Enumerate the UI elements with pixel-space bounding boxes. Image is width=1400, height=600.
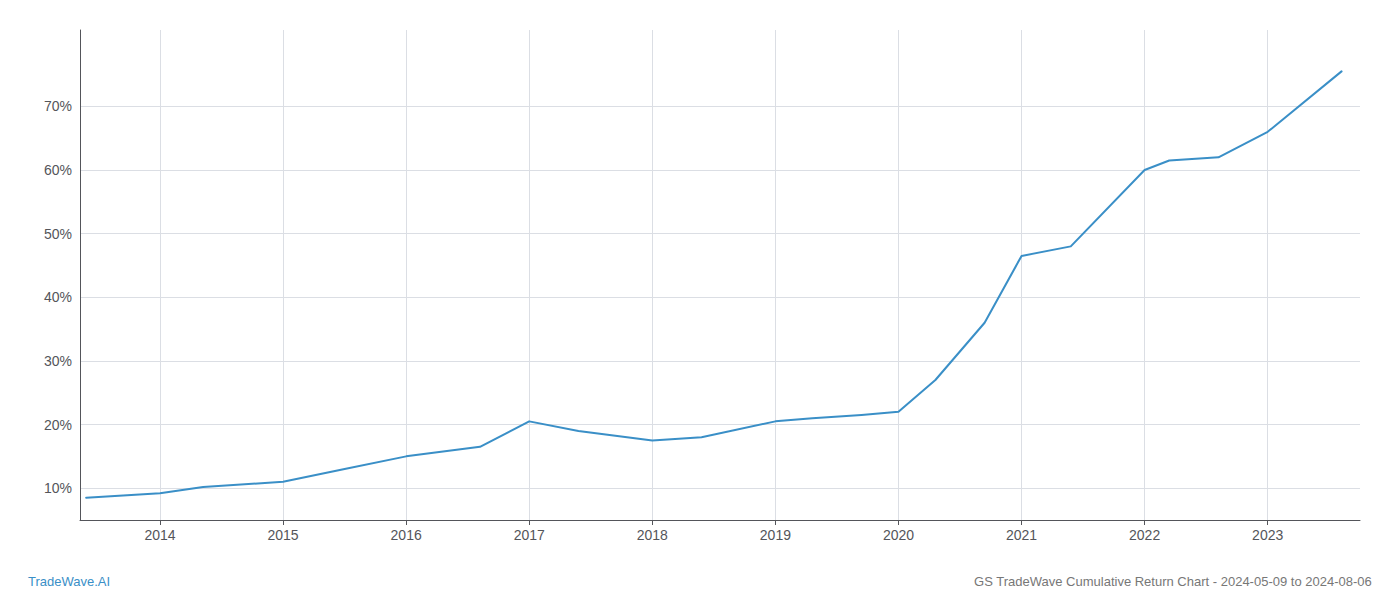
svg-text:10%: 10%	[44, 480, 72, 496]
svg-text:60%: 60%	[44, 162, 72, 178]
svg-text:2016: 2016	[391, 527, 422, 543]
svg-text:GS TradeWave Cumulative Return: GS TradeWave Cumulative Return Chart - 2…	[974, 574, 1372, 589]
svg-text:2023: 2023	[1252, 527, 1283, 543]
svg-text:40%: 40%	[44, 289, 72, 305]
svg-text:2015: 2015	[267, 527, 298, 543]
svg-text:2022: 2022	[1129, 527, 1160, 543]
svg-text:2018: 2018	[637, 527, 668, 543]
svg-text:70%: 70%	[44, 98, 72, 114]
svg-text:20%: 20%	[44, 417, 72, 433]
svg-text:2014: 2014	[144, 527, 175, 543]
svg-text:2020: 2020	[883, 527, 914, 543]
svg-text:2019: 2019	[760, 527, 791, 543]
svg-text:TradeWave.AI: TradeWave.AI	[28, 574, 110, 589]
svg-text:50%: 50%	[44, 226, 72, 242]
svg-text:30%: 30%	[44, 353, 72, 369]
svg-text:2021: 2021	[1006, 527, 1037, 543]
svg-text:2017: 2017	[514, 527, 545, 543]
